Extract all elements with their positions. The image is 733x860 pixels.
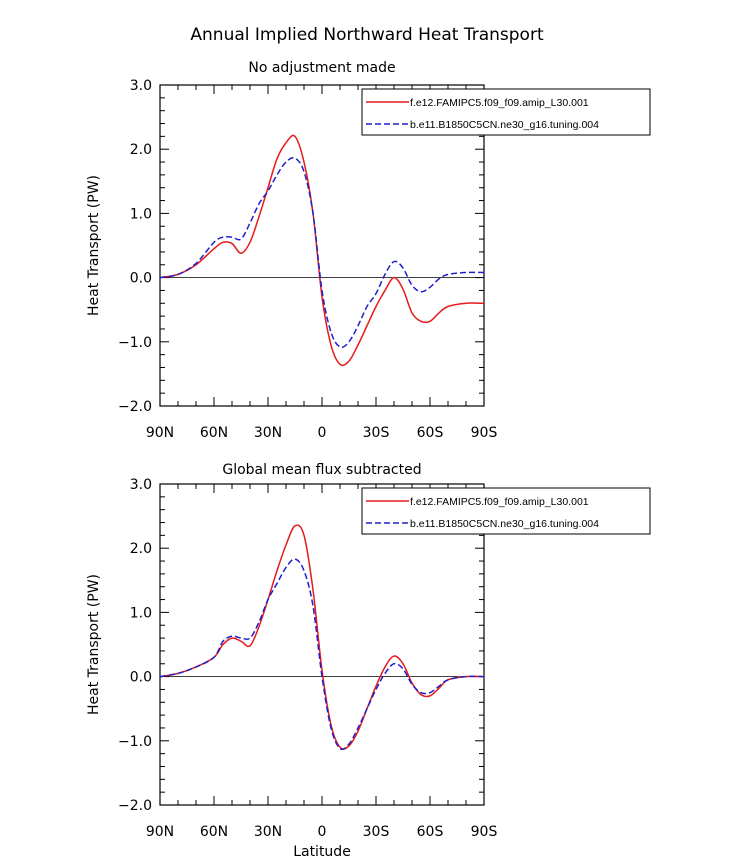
legend: f.e12.FAMIPC5.f09_f09.amip_L30.001 b.e11.… bbox=[361, 88, 651, 136]
x-tick-label: 30S bbox=[363, 425, 390, 441]
x-tick-label: 30S bbox=[363, 824, 390, 840]
legend-label-2: b.e11.B1850C5CN.ne30_g16.tuning.004 bbox=[410, 119, 599, 131]
y-tick-label: 1.0 bbox=[130, 206, 152, 222]
y-tick-label: 2.0 bbox=[130, 541, 152, 557]
y-tick-label: −2.0 bbox=[118, 798, 152, 814]
panel-2: Global mean flux subtracted 90N 60N 30N 0 30S… bbox=[86, 462, 651, 860]
x-tick-label: 60S bbox=[417, 425, 444, 441]
panel-1: No adjustment made 90N 60N 30N 0 30S 60S 90S 3.0… bbox=[86, 60, 651, 441]
x-axis-label: Latitude bbox=[293, 844, 351, 860]
legend-label-1: f.e12.FAMIPC5.f09_f09.amip_L30.001 bbox=[410, 496, 589, 508]
y-tick-label: −2.0 bbox=[118, 399, 152, 415]
series-line-2 bbox=[159, 558, 485, 751]
y-tick-label: 2.0 bbox=[130, 142, 152, 158]
x-tick-label: 90N bbox=[146, 824, 174, 840]
figure-title: Annual Implied Northward Heat Transport bbox=[190, 25, 544, 45]
y-tick-label: 3.0 bbox=[130, 477, 152, 493]
y-tick-label: 1.0 bbox=[130, 605, 152, 621]
y-tick-label: −1.0 bbox=[118, 335, 152, 351]
legend: f.e12.FAMIPC5.f09_f09.amip_L30.001 b.e11.… bbox=[361, 487, 651, 535]
x-tick-label: 90N bbox=[146, 425, 174, 441]
x-tick-label: 90S bbox=[471, 425, 498, 441]
legend-label-2: b.e11.B1850C5CN.ne30_g16.tuning.004 bbox=[410, 518, 599, 530]
series-line-1 bbox=[159, 134, 485, 367]
y-tick-label: 3.0 bbox=[130, 78, 152, 94]
y-tick-label: −1.0 bbox=[118, 734, 152, 750]
legend-box bbox=[361, 487, 651, 535]
series-line-1 bbox=[159, 524, 485, 750]
x-tick-label: 30N bbox=[254, 425, 282, 441]
x-tick-label: 60N bbox=[200, 824, 228, 840]
panel-title: No adjustment made bbox=[248, 60, 395, 76]
y-tick-label: 0.0 bbox=[130, 670, 152, 686]
legend-label-1: f.e12.FAMIPC5.f09_f09.amip_L30.001 bbox=[410, 97, 589, 109]
x-tick-label: 90S bbox=[471, 824, 498, 840]
y-axis-label: Heat Transport (PW) bbox=[86, 175, 102, 316]
series-line-2 bbox=[159, 156, 485, 349]
y-tick-label: 0.0 bbox=[130, 271, 152, 287]
x-tick-label: 60N bbox=[200, 425, 228, 441]
x-tick-label: 0 bbox=[318, 425, 327, 441]
y-axis-label: Heat Transport (PW) bbox=[86, 574, 102, 715]
x-tick-label: 60S bbox=[417, 824, 444, 840]
x-tick-label: 30N bbox=[254, 824, 282, 840]
legend-box bbox=[361, 88, 651, 136]
panel-title: Global mean flux subtracted bbox=[222, 462, 421, 478]
x-tick-label: 0 bbox=[318, 824, 327, 840]
